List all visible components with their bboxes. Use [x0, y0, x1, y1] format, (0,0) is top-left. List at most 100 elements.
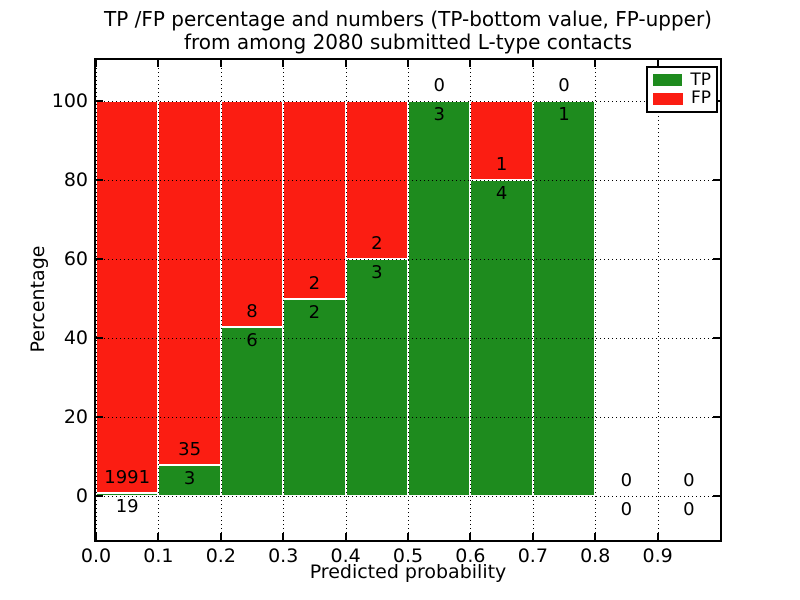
- bar-segment-tp: [283, 298, 346, 497]
- gridline-vertical: [96, 60, 97, 540]
- y-tick-label: 60: [63, 248, 88, 271]
- tp-count-label: 0: [620, 499, 633, 521]
- x-tick-label: 0.2: [205, 545, 236, 567]
- fp-count-label: 0: [558, 74, 570, 96]
- gridline-vertical: [657, 60, 659, 540]
- y-tick-mark-left: [96, 337, 103, 340]
- tp-count-label: 19: [115, 495, 139, 517]
- x-tick-mark-top: [219, 60, 222, 67]
- gridline-horizontal: [96, 100, 720, 102]
- x-tick-mark-top: [344, 60, 347, 67]
- gridline-horizontal: [96, 496, 720, 498]
- gridline-vertical: [345, 60, 347, 540]
- tp-count-label: 4: [495, 182, 508, 204]
- y-tick-mark-right: [713, 495, 720, 498]
- x-tick-mark-top: [531, 60, 534, 67]
- x-tick-label: 0.7: [517, 545, 548, 567]
- x-tick-label: 0.8: [580, 545, 611, 567]
- gridline-horizontal: [96, 179, 720, 181]
- y-tick-mark-left: [96, 178, 103, 181]
- x-tick-label: 0.5: [392, 545, 424, 567]
- y-tick-mark-left: [96, 99, 103, 102]
- y-tick-label: 40: [63, 327, 88, 350]
- y-tick-mark-right: [713, 337, 720, 340]
- gridline-vertical: [408, 60, 409, 540]
- y-tick-label: 0: [75, 485, 88, 508]
- tp-count-label: 0: [683, 499, 695, 521]
- y-tick-mark-right: [713, 258, 720, 261]
- fp-color-swatch: [653, 92, 683, 105]
- tp-count-label: 3: [433, 103, 445, 125]
- y-tick-mark-left: [96, 416, 103, 419]
- fp-count-label: 2: [308, 272, 321, 294]
- y-tick-mark-left: [96, 258, 103, 261]
- bar-segment-tp: [220, 326, 284, 497]
- x-tick-mark-bottom: [469, 533, 472, 540]
- x-tick-mark-bottom: [407, 533, 409, 540]
- fp-count-label: 0: [620, 470, 633, 492]
- tp-count-label: 3: [183, 468, 196, 490]
- x-tick-mark-top: [594, 60, 597, 67]
- tp-color-swatch: [653, 74, 683, 87]
- gridline-vertical: [158, 60, 160, 540]
- tp-count-label: 6: [246, 329, 258, 351]
- x-tick-mark-top: [469, 60, 472, 67]
- bar-segment-fp: [283, 100, 346, 299]
- legend-label-tp: TP: [690, 69, 711, 90]
- x-tick-mark-bottom: [95, 533, 97, 540]
- chart-title-line1: TP /FP percentage and numbers (TP-bottom…: [104, 7, 712, 31]
- gridline-horizontal: [96, 417, 720, 419]
- legend-entry-tp: TP: [653, 69, 711, 90]
- fp-count-label: 0: [683, 470, 695, 492]
- x-tick-mark-top: [656, 60, 659, 67]
- y-tick-mark-right: [713, 178, 720, 181]
- chart-title: TP /FP percentage and numbers (TP-bottom…: [96, 8, 720, 54]
- x-tick-mark-top: [282, 60, 285, 67]
- tp-count-label: 3: [371, 262, 383, 284]
- x-tick-mark-bottom: [656, 533, 659, 540]
- x-tick-mark-bottom: [531, 533, 534, 540]
- y-tick-label: 20: [63, 406, 88, 429]
- gridline-horizontal: [96, 338, 720, 340]
- x-axis-label: Predicted probability: [309, 561, 507, 583]
- y-tick-label: 80: [63, 168, 88, 191]
- x-tick-label: 0.0: [80, 545, 112, 567]
- y-tick-mark-right: [713, 416, 720, 419]
- x-tick-mark-bottom: [219, 533, 222, 540]
- x-tick-mark-top: [157, 60, 160, 67]
- x-tick-mark-bottom: [282, 533, 285, 540]
- tp-count-label: 1: [558, 103, 570, 125]
- bar-segment-tp: [532, 100, 596, 497]
- y-tick-label: 100: [51, 89, 88, 112]
- legend-label-fp: FP: [690, 88, 711, 109]
- gridline-vertical: [595, 60, 597, 540]
- legend-entry-fp: FP: [653, 90, 711, 107]
- x-tick-mark-bottom: [157, 533, 160, 540]
- x-tick-mark-top: [95, 60, 97, 67]
- bar-segment-tp: [158, 465, 221, 497]
- gridline-vertical: [283, 60, 285, 540]
- x-tick-mark-top: [407, 60, 409, 67]
- gridline-vertical: [220, 60, 222, 540]
- x-tick-label: 0.9: [642, 545, 673, 567]
- tp-count-label: 2: [308, 301, 321, 323]
- y-tick-mark-left: [96, 495, 103, 498]
- gridline-horizontal: [96, 259, 720, 261]
- fp-count-label: 1991: [104, 466, 151, 488]
- y-axis-label: Percentage: [27, 245, 49, 353]
- x-tick-label: 0.1: [143, 545, 174, 567]
- fp-count-label: 0: [433, 74, 445, 96]
- x-tick-label: 0.6: [455, 545, 486, 567]
- bar-segment-tp: [345, 259, 408, 497]
- x-tick-mark-bottom: [594, 533, 597, 540]
- bar-segment-fp: [158, 100, 221, 466]
- fp-count-label: 1: [495, 153, 508, 175]
- x-tick-label: 0.4: [330, 545, 361, 567]
- gridline-vertical: [532, 60, 534, 540]
- fp-count-label: 2: [371, 233, 383, 255]
- legend: TP FP: [646, 66, 718, 113]
- fp-count-label: 8: [246, 300, 258, 322]
- bar-segment-fp: [96, 100, 159, 493]
- fp-count-label: 35: [178, 439, 202, 461]
